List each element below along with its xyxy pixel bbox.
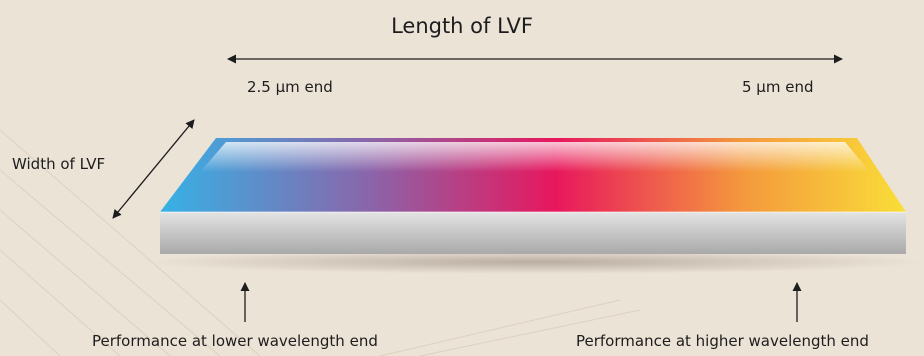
bar-shadow xyxy=(145,250,924,274)
bar-side-face xyxy=(160,212,906,254)
width-arrow xyxy=(112,119,195,219)
length-label: Length of LVF xyxy=(391,14,533,38)
lower-wavelength-performance-label: Performance at lower wavelength end xyxy=(92,332,378,350)
width-label: Width of LVF xyxy=(12,155,106,173)
left-end-label: 2.5 µm end xyxy=(247,78,333,96)
higher-wavelength-performance-label: Performance at higher wavelength end xyxy=(576,332,869,350)
bar-top-highlight xyxy=(200,142,870,172)
lvf-bar xyxy=(160,138,906,254)
right-end-label: 5 µm end xyxy=(742,78,814,96)
background-streaks xyxy=(0,129,641,356)
